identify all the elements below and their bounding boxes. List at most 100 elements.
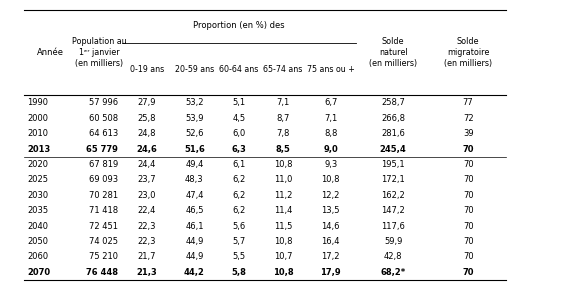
Text: 72 451: 72 451 [89, 222, 118, 230]
Text: 2020: 2020 [27, 160, 48, 169]
Text: 195,1: 195,1 [382, 160, 405, 169]
Text: 75 ans ou +: 75 ans ou + [307, 65, 354, 74]
Text: 2050: 2050 [27, 237, 48, 246]
Text: 6,7: 6,7 [324, 98, 338, 107]
Text: 6,2: 6,2 [232, 191, 245, 200]
Text: 5,7: 5,7 [232, 237, 245, 246]
Text: 69 093: 69 093 [89, 175, 118, 184]
Text: 76 448: 76 448 [86, 268, 118, 277]
Text: 10,8: 10,8 [274, 237, 292, 246]
Text: 70: 70 [463, 268, 474, 277]
Text: 24,4: 24,4 [138, 160, 156, 169]
Text: 8,5: 8,5 [276, 145, 291, 154]
Text: 74 025: 74 025 [89, 237, 118, 246]
Text: 21,3: 21,3 [137, 268, 157, 277]
Text: 17,9: 17,9 [320, 268, 341, 277]
Text: 52,6: 52,6 [185, 129, 204, 138]
Text: 44,2: 44,2 [184, 268, 205, 277]
Text: 2025: 2025 [27, 175, 48, 184]
Text: 6,2: 6,2 [232, 206, 245, 215]
Text: 2013: 2013 [27, 145, 50, 154]
Text: 72: 72 [463, 114, 474, 123]
Text: 53,2: 53,2 [185, 98, 204, 107]
Text: 6,3: 6,3 [232, 145, 247, 154]
Text: 9,0: 9,0 [323, 145, 338, 154]
Text: 60 508: 60 508 [89, 114, 118, 123]
Text: 70: 70 [463, 160, 474, 169]
Text: 24,8: 24,8 [138, 129, 156, 138]
Text: 25,8: 25,8 [138, 114, 156, 123]
Text: 22,4: 22,4 [138, 206, 156, 215]
Text: 70: 70 [463, 145, 474, 154]
Text: 8,8: 8,8 [324, 129, 338, 138]
Text: 258,7: 258,7 [382, 98, 405, 107]
Text: 11,2: 11,2 [274, 191, 292, 200]
Text: 17,2: 17,2 [321, 252, 340, 261]
Text: 10,8: 10,8 [274, 160, 292, 169]
Text: 10,8: 10,8 [273, 268, 294, 277]
Text: 24,6: 24,6 [137, 145, 157, 154]
Text: 22,3: 22,3 [138, 222, 156, 230]
Text: 57 996: 57 996 [89, 98, 118, 107]
Text: 245,4: 245,4 [380, 145, 406, 154]
Text: 6,2: 6,2 [232, 175, 245, 184]
Text: 11,4: 11,4 [274, 206, 292, 215]
Text: 1990: 1990 [27, 98, 48, 107]
Text: Année: Année [37, 48, 64, 57]
Text: 266,8: 266,8 [381, 114, 405, 123]
Text: 27,9: 27,9 [138, 98, 156, 107]
Text: 48,3: 48,3 [185, 175, 204, 184]
Text: 2035: 2035 [27, 206, 49, 215]
Text: 67 819: 67 819 [89, 160, 118, 169]
Text: 6,0: 6,0 [232, 129, 245, 138]
Text: 2000: 2000 [27, 114, 48, 123]
Text: 172,1: 172,1 [382, 175, 405, 184]
Text: 65-74 ans: 65-74 ans [263, 65, 303, 74]
Text: 70 281: 70 281 [89, 191, 118, 200]
Text: 53,9: 53,9 [185, 114, 204, 123]
Text: 71 418: 71 418 [89, 206, 118, 215]
Text: 0-19 ans: 0-19 ans [130, 65, 164, 74]
Text: 7,8: 7,8 [277, 129, 290, 138]
Text: 42,8: 42,8 [384, 252, 402, 261]
Text: 10,7: 10,7 [274, 252, 292, 261]
Text: 4,5: 4,5 [233, 114, 245, 123]
Text: 117,6: 117,6 [382, 222, 405, 230]
Text: 281,6: 281,6 [382, 129, 405, 138]
Text: 12,2: 12,2 [321, 191, 340, 200]
Text: 70: 70 [463, 175, 474, 184]
Text: 51,6: 51,6 [184, 145, 205, 154]
Text: 75 210: 75 210 [89, 252, 118, 261]
Text: Proportion (en %) des: Proportion (en %) des [193, 21, 285, 30]
Text: 10,8: 10,8 [321, 175, 340, 184]
Text: 2010: 2010 [27, 129, 48, 138]
Text: 2060: 2060 [27, 252, 49, 261]
Text: 70: 70 [463, 222, 474, 230]
Text: 44,9: 44,9 [185, 237, 204, 246]
Text: 5,1: 5,1 [233, 98, 245, 107]
Text: 47,4: 47,4 [185, 191, 204, 200]
Text: 70: 70 [463, 206, 474, 215]
Text: 147,2: 147,2 [382, 206, 405, 215]
Text: 59,9: 59,9 [384, 237, 402, 246]
Text: Solde
naturel
(en milliers): Solde naturel (en milliers) [369, 37, 417, 68]
Text: 5,5: 5,5 [233, 252, 245, 261]
Text: 2030: 2030 [27, 191, 49, 200]
Text: 16,4: 16,4 [321, 237, 340, 246]
Text: 2070: 2070 [27, 268, 50, 277]
Text: 70: 70 [463, 252, 474, 261]
Text: 2040: 2040 [27, 222, 48, 230]
Text: 20-59 ans: 20-59 ans [175, 65, 214, 74]
Text: 68,2*: 68,2* [380, 268, 406, 277]
Text: 5,8: 5,8 [232, 268, 247, 277]
Text: 9,3: 9,3 [324, 160, 338, 169]
Text: 70: 70 [463, 191, 474, 200]
Text: 44,9: 44,9 [185, 252, 204, 261]
Text: 6,1: 6,1 [232, 160, 245, 169]
Text: 23,7: 23,7 [138, 175, 156, 184]
Text: 46,5: 46,5 [185, 206, 204, 215]
Text: 23,0: 23,0 [138, 191, 156, 200]
Text: 13,5: 13,5 [321, 206, 340, 215]
Text: 5,6: 5,6 [232, 222, 245, 230]
Text: 39: 39 [463, 129, 474, 138]
